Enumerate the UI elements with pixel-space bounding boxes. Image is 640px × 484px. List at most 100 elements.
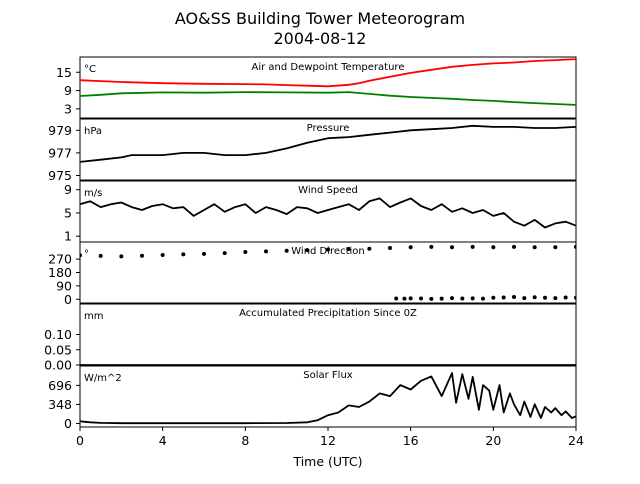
data-point	[98, 253, 103, 258]
y-tick-label: 3	[64, 101, 72, 116]
y-tick-label: 15	[56, 65, 72, 80]
data-point	[512, 244, 516, 249]
chart-title-line1: AO&SS Building Tower Meteorogram	[175, 9, 465, 28]
x-tick-label: 4	[159, 433, 167, 448]
data-point	[574, 295, 576, 300]
y-tick-label: 0.10	[44, 327, 72, 342]
series-line-1	[80, 124, 576, 163]
panel-6: 0 348 696 W/m^2 Solar Flux	[48, 365, 577, 431]
y-tick-label: 9	[64, 83, 72, 98]
y-tick-label: 9	[64, 182, 72, 197]
panel-unit: °C	[84, 64, 96, 75]
y-tick-label: 696	[48, 378, 72, 393]
y-tick-label: 5	[64, 205, 72, 220]
x-axis-label: Time (UTC)	[292, 454, 362, 469]
data-point	[439, 296, 444, 301]
data-point	[305, 248, 310, 253]
panel-title: Pressure	[307, 123, 350, 134]
x-tick-label: 16	[403, 433, 419, 448]
panel-2: 975 977 979 hPa Pressure	[48, 118, 577, 183]
data-point	[450, 296, 454, 301]
data-point	[388, 245, 392, 250]
panel-title: Accumulated Precipitation Since 0Z	[239, 308, 417, 319]
data-point	[222, 251, 227, 256]
panel-3: 1 5 9 m/s Wind Speed	[64, 180, 577, 244]
x-tick-label: 24	[568, 433, 584, 448]
y-tick-label: 0.00	[44, 358, 72, 373]
series-line-1	[80, 372, 576, 425]
data-point	[243, 249, 248, 254]
data-point	[450, 245, 454, 250]
data-point	[264, 249, 268, 254]
panel-data	[80, 244, 576, 301]
data-point	[326, 247, 330, 252]
data-point	[522, 296, 527, 301]
panel-unit: °	[84, 249, 89, 260]
x-tick-label: 0	[76, 433, 84, 448]
y-tick-label: 975	[48, 168, 72, 183]
data-point	[429, 296, 434, 301]
chart-title-line2: 2004-08-12	[274, 29, 367, 48]
data-point	[574, 244, 576, 249]
x-tick-label: 12	[320, 433, 336, 448]
panel-unit: hPa	[84, 126, 102, 137]
data-point	[563, 295, 568, 300]
data-point	[119, 254, 124, 259]
y-tick-label: 180	[48, 265, 72, 280]
panel-title: Solar Flux	[303, 370, 353, 381]
panel-data	[80, 372, 576, 425]
data-point	[202, 251, 206, 256]
panel-unit: m/s	[84, 188, 102, 199]
panel-1: 3 9 15 °C Air and Dewpoint Temperature	[56, 56, 577, 119]
y-tick-label: 0	[64, 416, 72, 431]
panel-unit: mm	[84, 311, 103, 322]
series-line-1	[80, 58, 576, 88]
y-tick-label: 1	[64, 229, 72, 244]
x-tick-label: 20	[485, 433, 501, 448]
data-point	[140, 253, 144, 258]
data-point	[491, 245, 496, 250]
data-point	[181, 252, 186, 257]
data-point	[501, 295, 506, 300]
data-point	[408, 296, 413, 301]
y-tick-label: 977	[48, 145, 72, 160]
data-point	[553, 296, 558, 301]
y-tick-label: 979	[48, 123, 72, 138]
panel-data	[80, 124, 576, 163]
y-tick-label: 0	[64, 292, 72, 307]
data-point	[543, 295, 547, 300]
panel-data	[80, 197, 576, 229]
data-point	[491, 295, 496, 300]
panel-frame	[79, 56, 577, 119]
panel-title: Air and Dewpoint Temperature	[252, 62, 405, 73]
data-point	[460, 296, 465, 301]
data-point	[553, 245, 558, 250]
data-point	[394, 296, 399, 301]
data-point	[419, 296, 423, 301]
y-tick-label: 90	[56, 278, 72, 293]
data-point	[512, 295, 516, 300]
data-point	[367, 246, 372, 251]
data-point	[429, 244, 434, 249]
panel-data	[80, 58, 576, 106]
data-point	[532, 245, 537, 250]
panel-unit: W/m^2	[84, 373, 122, 384]
y-tick-label: 270	[48, 252, 72, 267]
x-axis: 0 4 8 12 16 20 24	[76, 427, 584, 448]
x-tick-label: 8	[241, 433, 249, 448]
data-point	[402, 296, 407, 301]
data-point	[346, 246, 351, 251]
panel-title: Wind Direction	[291, 246, 365, 257]
panel-frame	[79, 118, 577, 181]
panel-title: Wind Speed	[298, 185, 358, 196]
data-point	[408, 245, 413, 250]
y-tick-label: 348	[48, 397, 72, 412]
data-point	[532, 295, 537, 300]
data-point	[470, 296, 475, 301]
panel-5: 0.000.050.10 mm Accumulated Precipitation …	[44, 303, 577, 373]
y-tick-label: 0.05	[44, 342, 72, 357]
data-point	[481, 296, 485, 301]
